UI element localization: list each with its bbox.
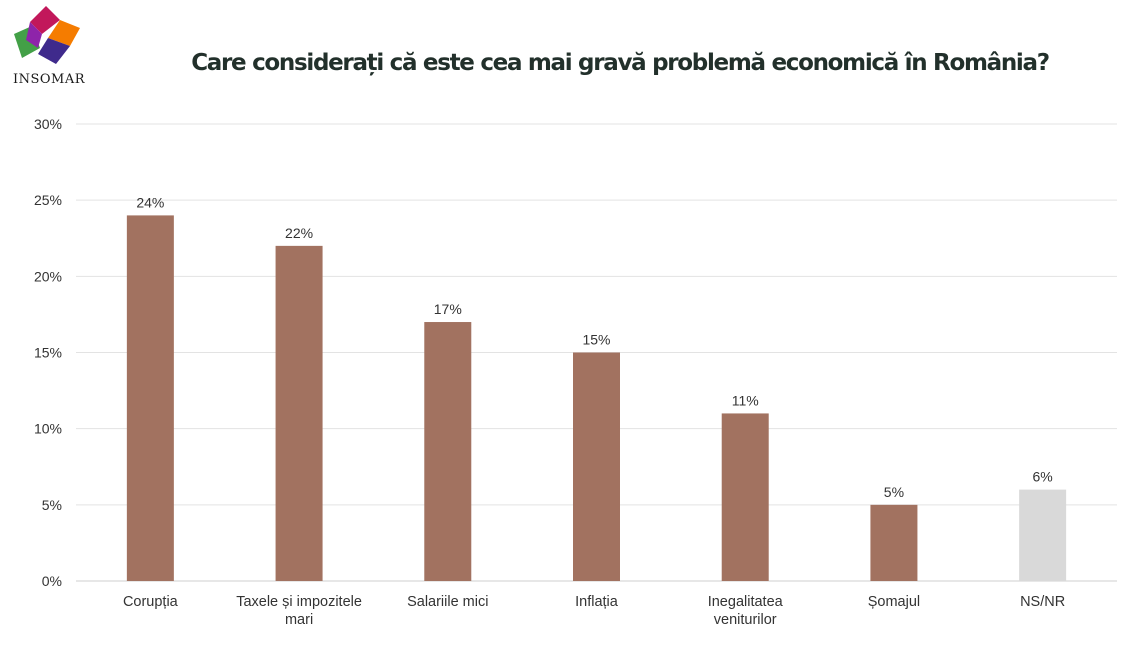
data-label: 17% xyxy=(434,301,462,317)
bar xyxy=(573,352,620,581)
y-tick-label: 10% xyxy=(34,421,62,437)
logo-text: INSOMAR xyxy=(12,72,86,87)
data-label: 22% xyxy=(285,225,313,241)
category-label: Taxele și impozitele xyxy=(236,594,362,610)
category-label: Inegalitatea xyxy=(708,594,784,610)
y-tick-label: 5% xyxy=(42,497,62,513)
category-label: mari xyxy=(285,612,313,628)
category-label: Corupția xyxy=(123,594,179,610)
chart-title: Care considerați că este cea mai gravă p… xyxy=(191,50,1050,76)
bar xyxy=(721,413,769,581)
y-tick-label: 20% xyxy=(34,268,62,284)
bar xyxy=(126,215,174,581)
bar xyxy=(424,322,472,581)
category-label: Șomajul xyxy=(868,594,920,610)
category-label: veniturilor xyxy=(714,612,777,628)
data-label: 5% xyxy=(884,484,904,500)
data-label: 24% xyxy=(136,194,164,210)
y-tick-label: 0% xyxy=(42,573,62,589)
y-tick-label: 30% xyxy=(34,116,62,132)
data-label: 15% xyxy=(582,332,610,348)
y-tick-label: 25% xyxy=(34,192,62,208)
category-label: Salariile mici xyxy=(407,594,488,610)
logo-mark-icon xyxy=(14,6,80,64)
category-label: NS/NR xyxy=(1020,594,1065,610)
bar xyxy=(275,245,323,581)
data-label: 11% xyxy=(732,392,759,408)
y-tick-label: 15% xyxy=(34,345,62,361)
category-label: Inflația xyxy=(575,594,619,610)
bar xyxy=(1019,489,1067,581)
insomar-logo: INSOMAR xyxy=(8,4,90,90)
bar xyxy=(870,504,918,581)
data-label: 6% xyxy=(1033,469,1053,485)
